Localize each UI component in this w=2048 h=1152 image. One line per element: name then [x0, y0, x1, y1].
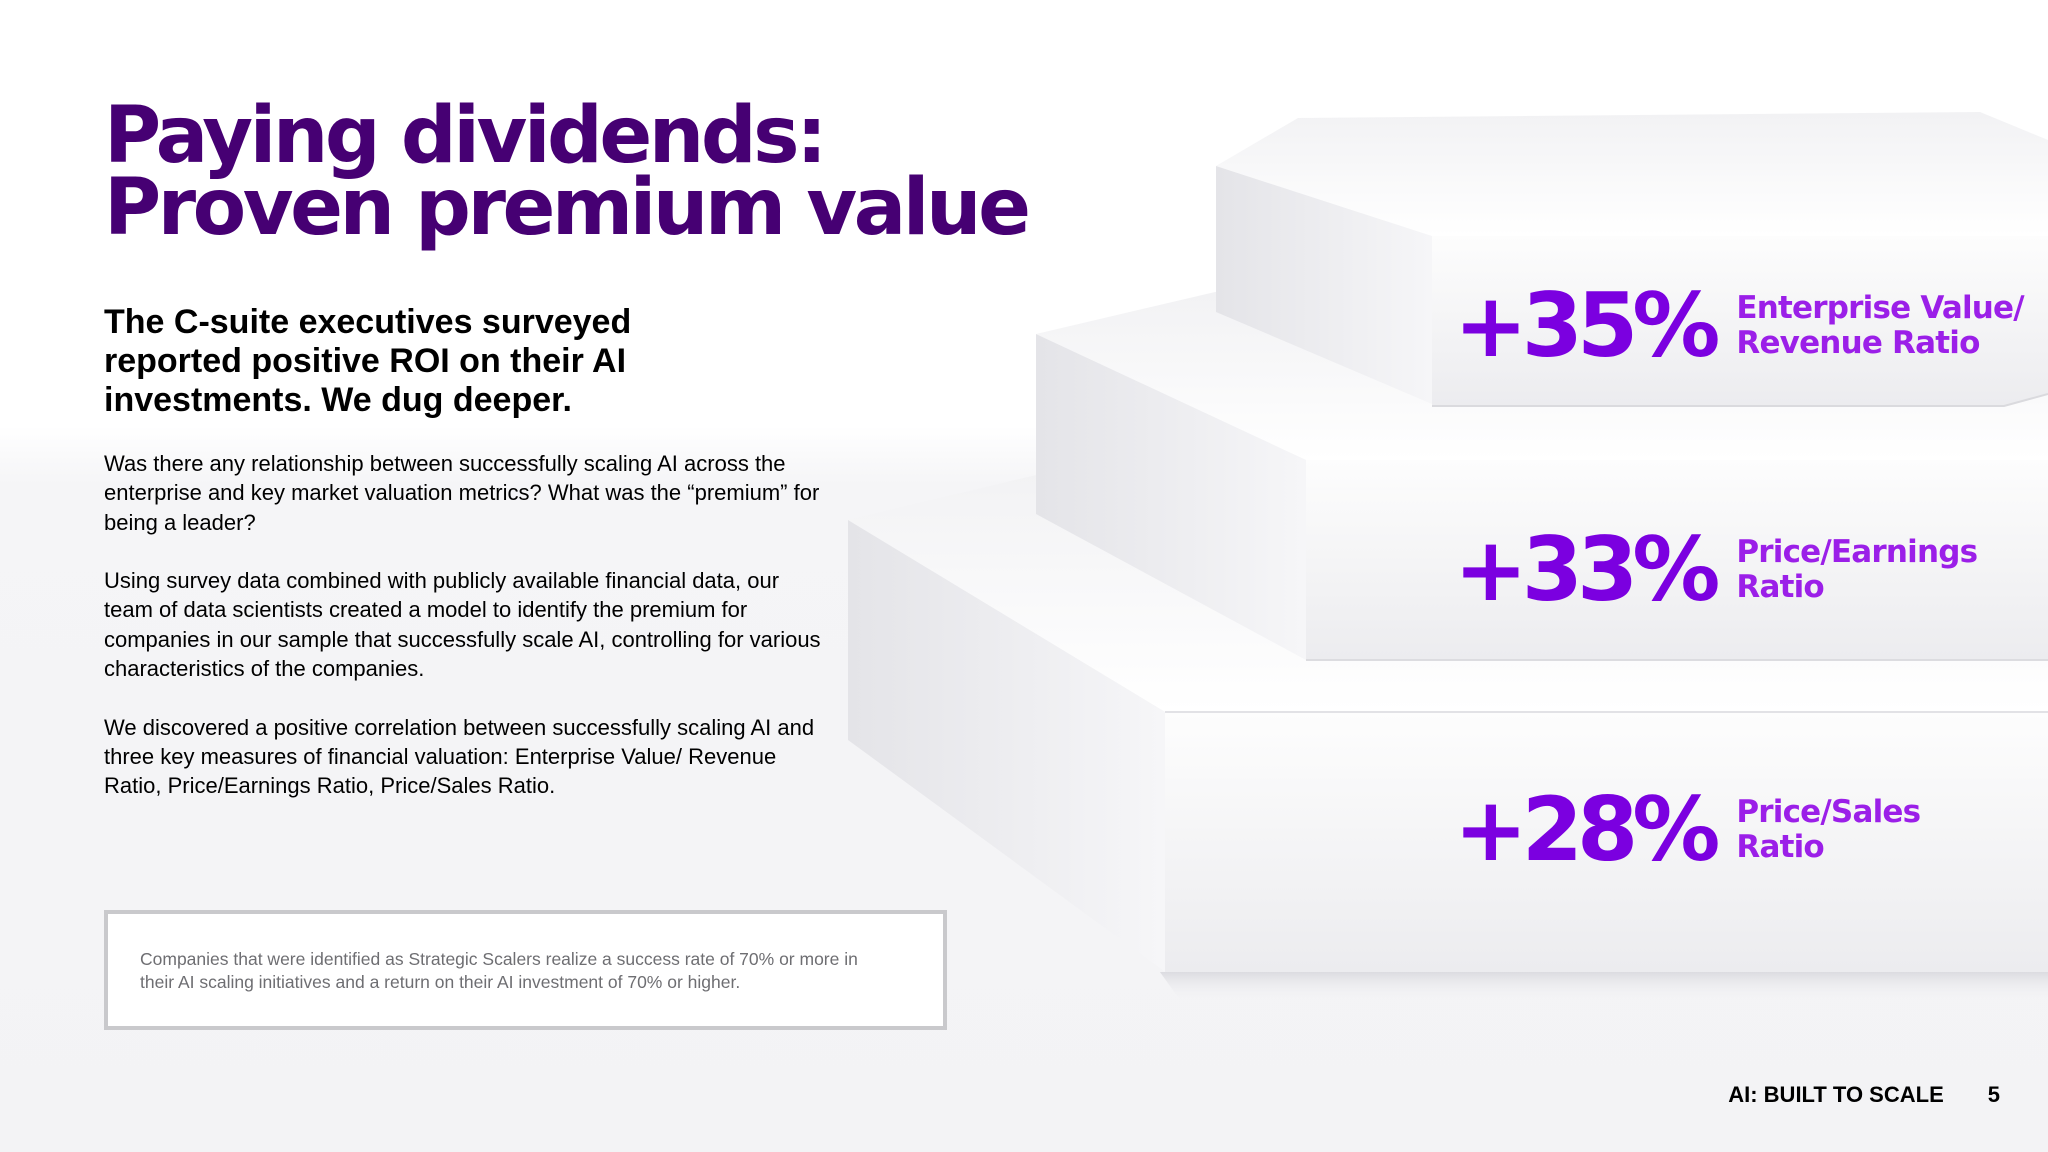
stat-value: +28% — [1454, 778, 1720, 881]
page-title-line-1: Paying dividends: — [104, 91, 827, 181]
stat-label-line-1: Enterprise Value/ — [1736, 290, 2024, 326]
body-text: Was there any relationship between succe… — [104, 449, 824, 830]
stat-label-line-2: Ratio — [1736, 829, 1824, 865]
stat-label-line-1: Price/Sales — [1736, 794, 1921, 830]
body-paragraph: Was there any relationship between succe… — [104, 451, 820, 535]
subheading: The C-suite executives surveyed reported… — [104, 303, 632, 419]
podium-tier-bottom-front — [1165, 712, 2048, 972]
podium-tier-top-top — [1216, 112, 2048, 236]
page-title-line-2: Proven premium value — [104, 163, 1031, 253]
body-paragraph: We discovered a positive correlation bet… — [104, 714, 815, 799]
podium-tier-top-front — [1432, 236, 2048, 406]
page-title: Paying dividends: Proven premium value — [104, 91, 1064, 253]
podium-tier-top-side — [1216, 166, 1432, 404]
page-number: 5 — [1987, 1082, 2000, 1107]
report-title: AI: BUILT TO SCALE — [1728, 1082, 1944, 1107]
stat-value: +35% — [1454, 274, 1720, 377]
stat-price-earnings: +33% Price/Earnings Ratio — [1454, 518, 1978, 621]
footnote-box: Companies that were identified as Strate… — [104, 910, 947, 1030]
stat-value: +33% — [1454, 518, 1720, 621]
podium-tier-bottom-side — [848, 520, 1165, 972]
stat-label-line-1: Price/Earnings — [1736, 534, 1978, 570]
stat-label-line-2: Ratio — [1736, 569, 1824, 605]
stat-label: Price/Sales Ratio — [1736, 794, 1921, 865]
page-footer: AI: BUILT TO SCALE 5 — [1680, 1080, 2000, 1110]
footnote-text: Companies that were identified as Strate… — [140, 949, 858, 992]
stat-price-sales: +28% Price/Sales Ratio — [1454, 778, 1921, 881]
stat-enterprise-value: +35% Enterprise Value/ Revenue Ratio — [1454, 274, 2025, 377]
podium-tier-middle-front — [1306, 460, 2048, 660]
stat-label: Price/Earnings Ratio — [1736, 534, 1978, 605]
podium-tier-middle-side — [1036, 334, 1306, 660]
stat-label: Enterprise Value/ Revenue Ratio — [1736, 290, 2024, 361]
stat-label-line-2: Revenue Ratio — [1736, 325, 1980, 361]
body-paragraph: Using survey data combined with publicly… — [104, 568, 821, 682]
